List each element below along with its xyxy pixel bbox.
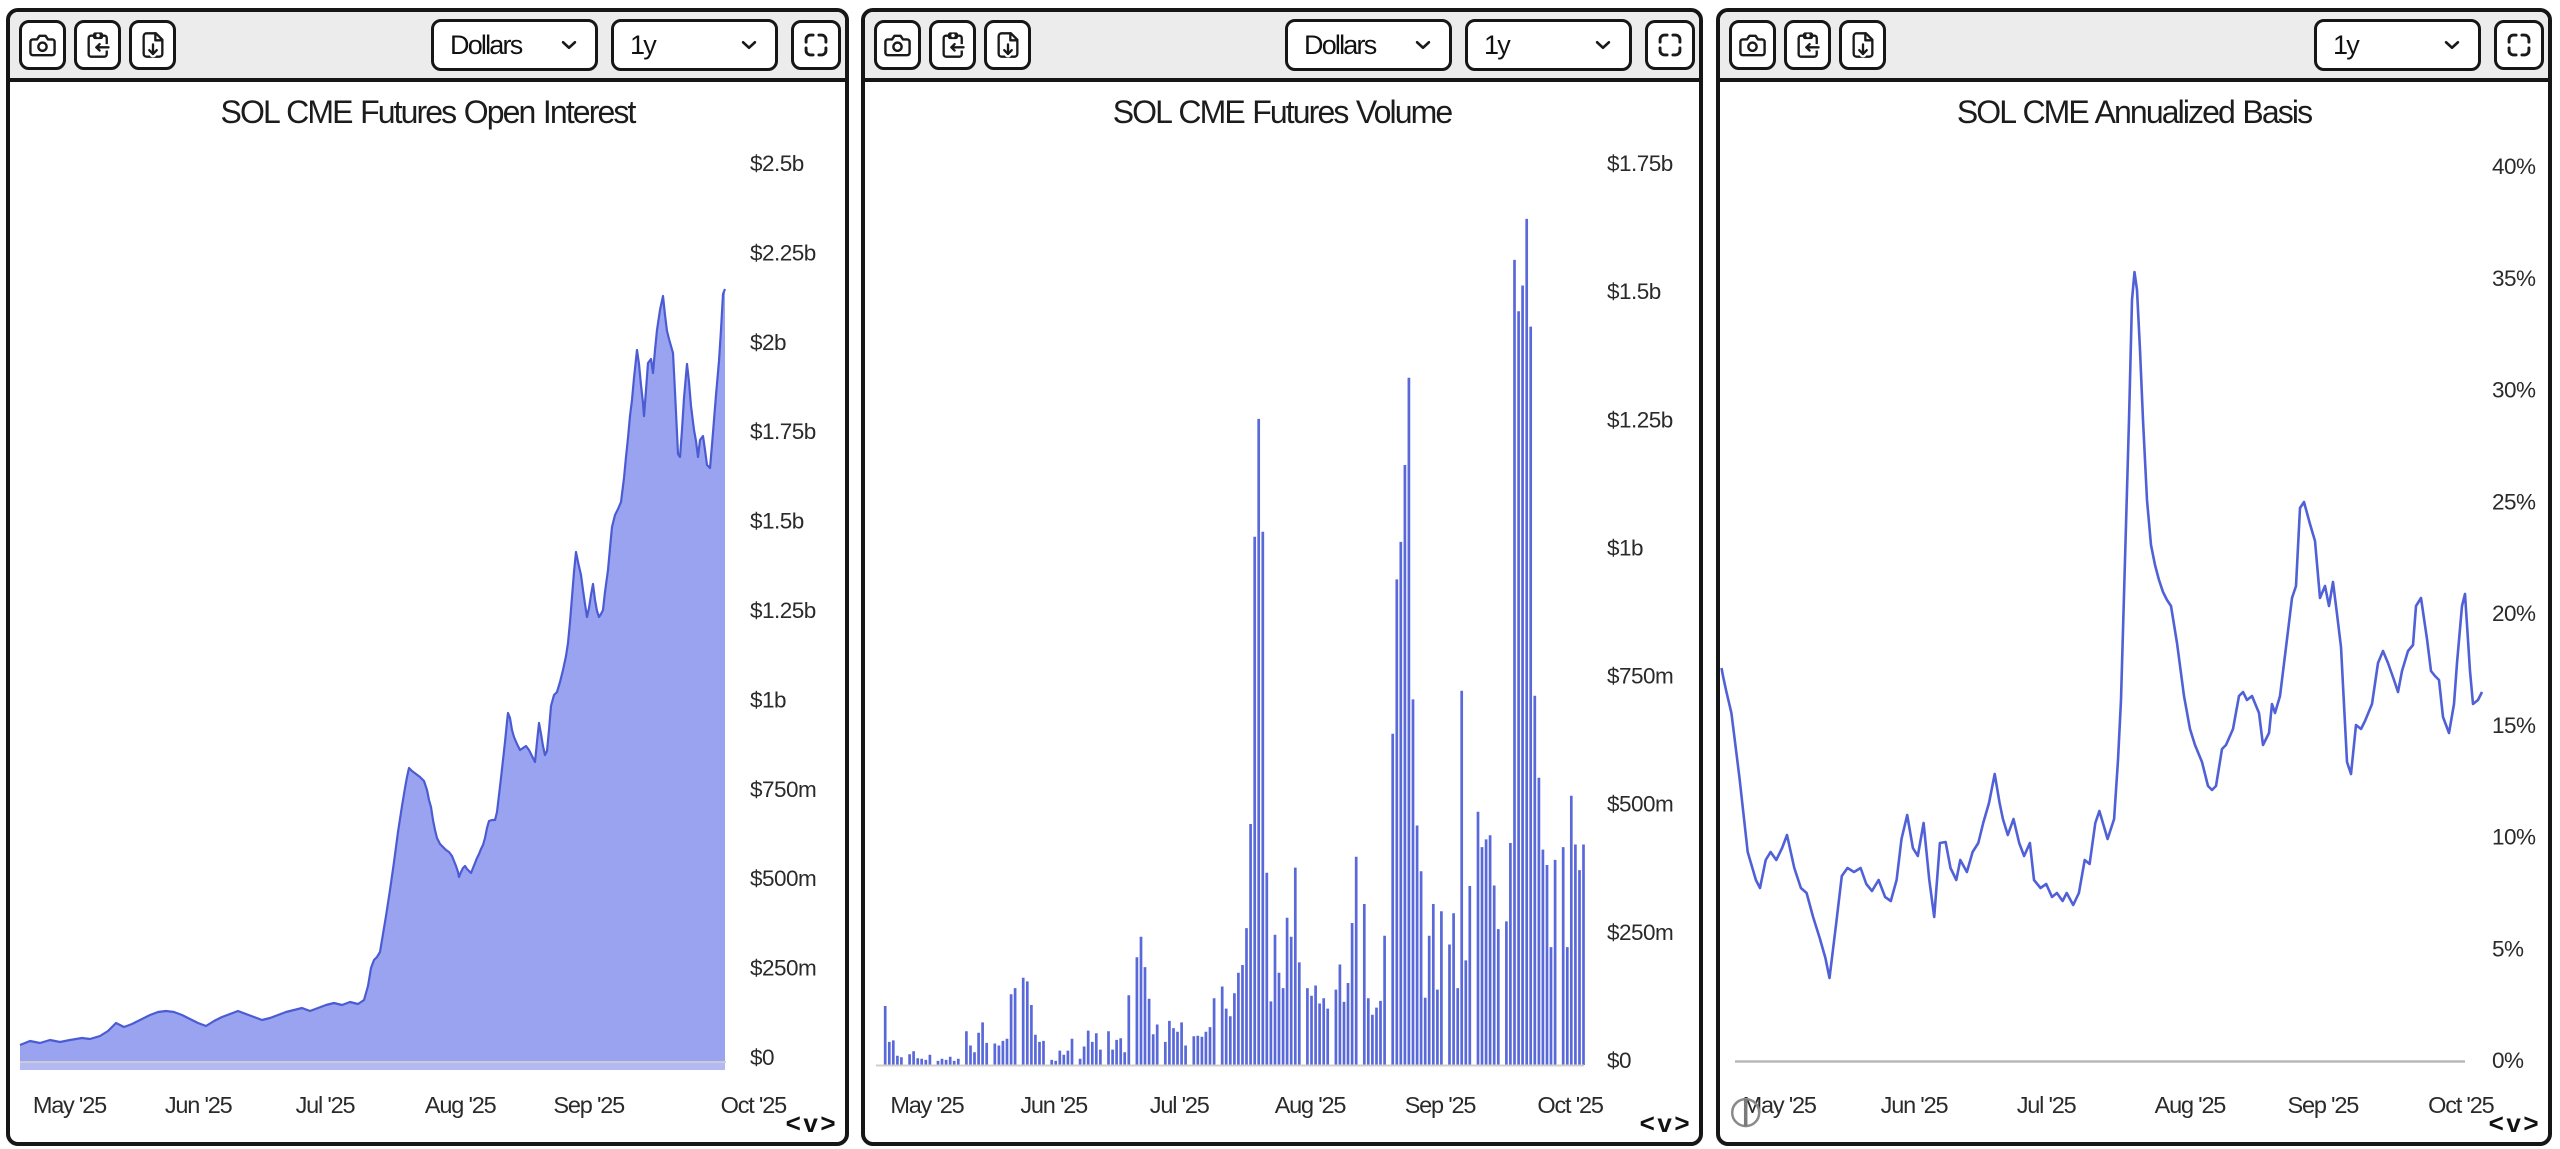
svg-text:35%: 35% [2492, 266, 2536, 291]
svg-text:25%: 25% [2492, 489, 2536, 514]
svg-text:$250m: $250m [1607, 920, 1673, 945]
svg-text:$0: $0 [750, 1045, 774, 1070]
svg-text:$500m: $500m [750, 866, 816, 891]
svg-text:$2b: $2b [750, 330, 786, 355]
svg-text:May '25: May '25 [890, 1092, 964, 1118]
svg-text:10%: 10% [2492, 825, 2536, 850]
svg-text:May '25: May '25 [33, 1092, 107, 1118]
svg-text:Jul '25: Jul '25 [1150, 1092, 1210, 1118]
svg-text:15%: 15% [2492, 713, 2536, 738]
svg-text:$1.75b: $1.75b [1607, 151, 1673, 176]
svg-text:$500m: $500m [1607, 792, 1673, 817]
svg-text:SOL CME Futures Open Interest: SOL CME Futures Open Interest [221, 94, 637, 130]
svg-text:Aug '25: Aug '25 [425, 1092, 497, 1118]
svg-text:Oct '25: Oct '25 [2428, 1092, 2494, 1118]
svg-text:Sep '25: Sep '25 [1405, 1092, 1477, 1118]
svg-text:<v>: <v> [2489, 1108, 2541, 1138]
svg-text:Jun '25: Jun '25 [1020, 1092, 1088, 1118]
svg-text:$1b: $1b [750, 687, 786, 712]
svg-text:Aug '25: Aug '25 [2155, 1092, 2227, 1118]
svg-text:Jun '25: Jun '25 [165, 1092, 233, 1118]
svg-text:$1b: $1b [1607, 535, 1643, 560]
svg-text:<v>: <v> [1640, 1108, 1692, 1138]
svg-text:May '25: May '25 [1743, 1092, 1817, 1118]
svg-text:20%: 20% [2492, 601, 2536, 626]
svg-text:$1.25b: $1.25b [750, 598, 816, 623]
svg-text:Jul '25: Jul '25 [296, 1092, 356, 1118]
svg-text:$750m: $750m [750, 777, 816, 802]
svg-text:$0: $0 [1607, 1048, 1631, 1073]
svg-text:$750m: $750m [1607, 664, 1673, 689]
svg-text:Sep '25: Sep '25 [2288, 1092, 2360, 1118]
svg-text:Jul '25: Jul '25 [2017, 1092, 2077, 1118]
svg-text:0%: 0% [2492, 1048, 2524, 1073]
svg-text:$1.5b: $1.5b [1607, 279, 1661, 304]
svg-text:SOL CME Annualized Basis: SOL CME Annualized Basis [1957, 94, 2312, 130]
svg-text:$1.25b: $1.25b [1607, 407, 1673, 432]
svg-text:$2.25b: $2.25b [750, 240, 816, 265]
svg-text:40%: 40% [2492, 154, 2536, 179]
svg-text:$1.5b: $1.5b [750, 509, 804, 534]
svg-text:5%: 5% [2492, 936, 2524, 961]
svg-text:$250m: $250m [750, 956, 816, 981]
svg-text:SOL CME Futures Volume: SOL CME Futures Volume [1113, 94, 1453, 130]
svg-text:Sep '25: Sep '25 [553, 1092, 625, 1118]
svg-text:$1.75b: $1.75b [750, 419, 816, 444]
svg-text:Oct '25: Oct '25 [721, 1092, 787, 1118]
svg-text:30%: 30% [2492, 378, 2536, 403]
svg-text:Aug '25: Aug '25 [1275, 1092, 1347, 1118]
svg-text:<v>: <v> [786, 1108, 838, 1138]
svg-text:$2.5b: $2.5b [750, 151, 804, 176]
svg-text:Jun '25: Jun '25 [1881, 1092, 1949, 1118]
svg-text:Oct '25: Oct '25 [1537, 1092, 1603, 1118]
